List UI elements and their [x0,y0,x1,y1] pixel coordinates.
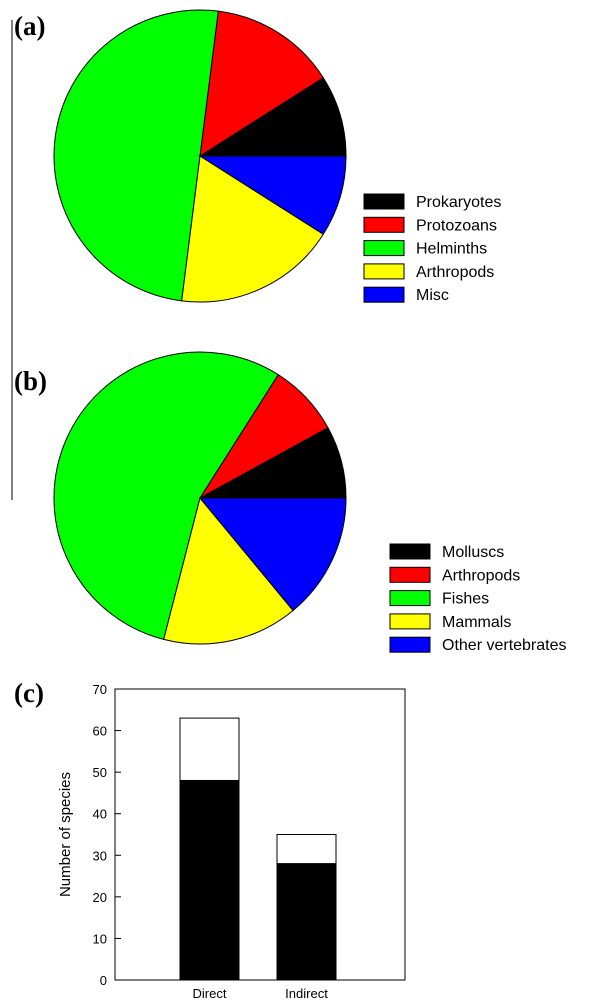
y-tick-label: 50 [93,765,107,780]
pie-slice-arthropods [181,155,324,303]
legend-swatch-arthropods [363,263,405,280]
legend-a: Prokaryotes Protozoans Helminths Arthropods… [363,193,501,304]
legend-label-protozoans: Protozoans [416,217,497,234]
legend-swatch-helminths [363,240,405,257]
bars [179,717,337,981]
legend-label-helminths: Helminths [416,241,487,258]
pie-slice-other-vertebrates [198,497,347,612]
bar-indirect-segment-2 [276,834,337,865]
panel-b: (b) Molluscs Arthropods Fishes Mammals Other… [14,351,567,654]
y-tick-label: 10 [93,931,107,946]
y-tick-label: 60 [93,724,107,739]
legend-swatch-mammals [389,613,431,630]
legend-swatch-arthropods [389,566,431,583]
pie-chart-a [53,9,347,303]
y-tick-label: 30 [93,848,107,863]
legend-swatch-fishes [389,590,431,607]
legend-label-molluscs: Molluscs [442,544,504,561]
y-axis-label: Number of species [57,772,74,897]
legend-swatch-misc [363,286,405,303]
y-tick-label: 70 [93,682,107,697]
bar-direct-segment-1 [179,779,240,981]
legend-label-misc: Misc [416,287,449,304]
pie-slice-protozoans [199,10,324,157]
y-tick-label: 40 [93,807,107,822]
pie-slice-prokaryotes [198,77,347,157]
y-axis: 0 10 20 30 40 50 60 70 [93,682,121,988]
x-category-label-direct: Direct [193,986,227,1001]
y-tick-label: 20 [93,890,107,905]
legend-label-fishes: Fishes [442,591,489,608]
legend-label-prokaryotes: Prokaryotes [416,194,501,211]
panel-a: (a) Prokaryotes Protozoans Helminths Arthro… [14,9,501,304]
pie-slice-helminths [53,9,219,302]
bar-indirect-segment-1 [276,863,337,981]
legend-swatch-other-vertebrates [389,636,431,653]
panel-a-label: (a) [14,11,45,41]
pie-slice-fishes [53,351,279,641]
panel-c-label: (c) [14,678,44,708]
legend-label-arthropods: Arthropods [416,264,494,281]
legend-swatch-prokaryotes [363,193,405,210]
panel-b-label: (b) [14,366,47,396]
x-category-label-indirect: Indirect [285,986,328,1001]
legend-label-mammals: Mammals [442,614,511,631]
plot-frame [114,688,406,981]
legend-label-other-vertebrates: Other vertebrates [442,637,567,654]
bar-direct-segment-2 [179,717,240,781]
y-tick-label: 0 [100,973,107,988]
legend-swatch-protozoans [363,216,405,233]
pie-slice-misc [198,155,347,235]
x-axis: Direct Indirect [193,986,329,1001]
legend-label-arthropods: Arthropods [442,567,520,584]
legend-b: Molluscs Arthropods Fishes Mammals Other ver… [389,543,567,654]
pie-chart-b [53,351,347,645]
pie-slice-mammals [163,496,294,645]
panel-c: (c) 0 10 20 30 40 50 60 70 Direct Indirect Numbe… [14,678,406,1001]
legend-swatch-molluscs [389,543,431,560]
